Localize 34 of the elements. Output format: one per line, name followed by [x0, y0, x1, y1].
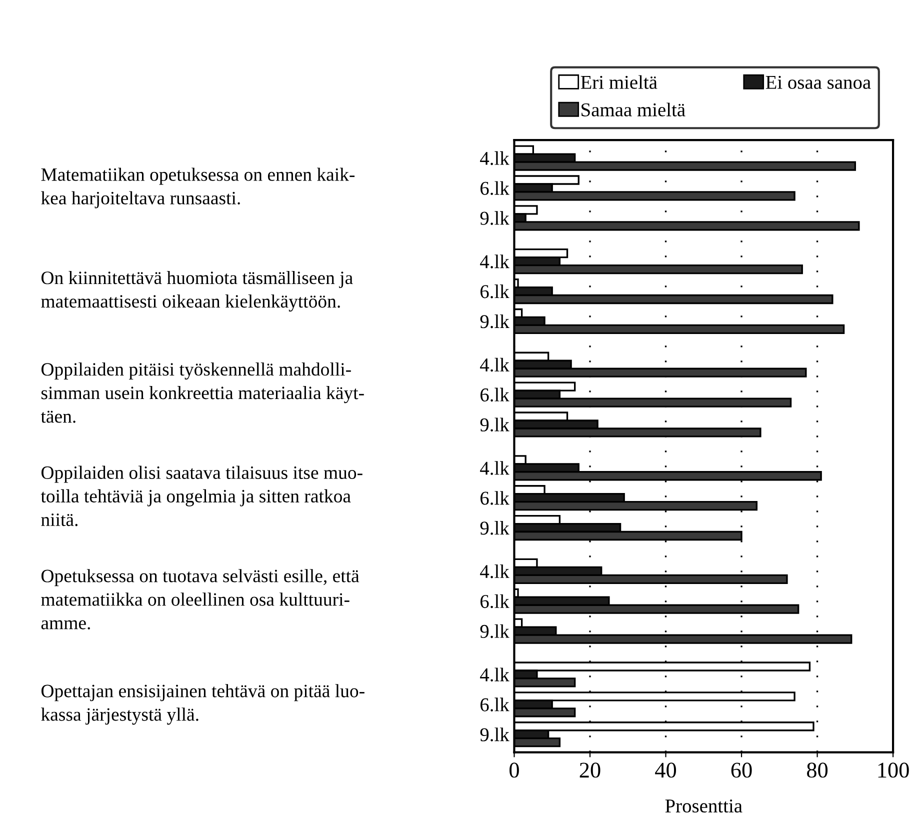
y-tick-label: 9.lk: [480, 211, 510, 225]
legend-label: Ei osaa sanoa: [766, 76, 871, 89]
y-tick-label: 6.lk: [480, 491, 510, 505]
y-tick-label: 6.lk: [480, 388, 510, 402]
x-axis-title: Prosenttia: [665, 799, 742, 813]
x-tick-label: 40: [655, 762, 676, 778]
y-tick-label: 6.lk: [480, 284, 510, 298]
y-tick-label: 4.lk: [480, 461, 510, 475]
x-tick-label: 80: [807, 762, 828, 778]
y-tick-label: 4.lk: [480, 564, 510, 578]
text: Oppilaiden olisi saatava tilaisuus itse muo- toilla tehtäviä ja ongelmia ja sitten ratkoa niitä.: [40, 466, 362, 526]
y-tick-label: 4.lk: [480, 151, 510, 166]
x-tick-label: 100: [878, 762, 909, 778]
text: Matematiikan opetuksessa on ennen kaik- kea harjoiteltava runsaasti.: [41, 168, 355, 208]
y-tick-label: 4.lk: [480, 668, 510, 682]
y-tick-label: 4.lk: [480, 358, 510, 372]
text: Opettajan ensisijainen tehtävä on pitää luo- kassa järjestystä yllä.: [41, 684, 364, 725]
legend-label: Eri mieltä: [580, 75, 658, 89]
legend-label: Samaa mieltä: [582, 102, 686, 116]
text: Oppilaiden pitäisi työskennellä mahdolli- simman usein konkreettia materiaalia käyt- täen.: [40, 362, 364, 423]
text: On kiinnitettävä huomiota täsmälliseen ja matemaattisesti oikeaan kielenkäyttöön.: [41, 270, 353, 312]
y-tick-label: 9.lk: [480, 418, 510, 432]
y-tick-label: 4.lk: [480, 254, 510, 268]
y-tick-label: 6.lk: [480, 594, 510, 608]
x-tick-label: 20: [580, 762, 600, 778]
y-tick-label: 9.lk: [480, 728, 510, 742]
x-tick-label: 60: [731, 762, 752, 778]
y-tick-label: 9.lk: [480, 314, 510, 328]
y-tick-label: 6.lk: [480, 181, 510, 196]
y-tick-label: 9.lk: [480, 624, 510, 638]
x-tick-label: 0: [510, 762, 519, 778]
text: Opetuksessa on tuotava selvästi esille, että matematiikka on oleellinen osa kulttuuri- amme.: [41, 569, 360, 630]
y-tick-label: 6.lk: [480, 698, 510, 712]
y-tick-label: 9.lk: [480, 521, 510, 535]
